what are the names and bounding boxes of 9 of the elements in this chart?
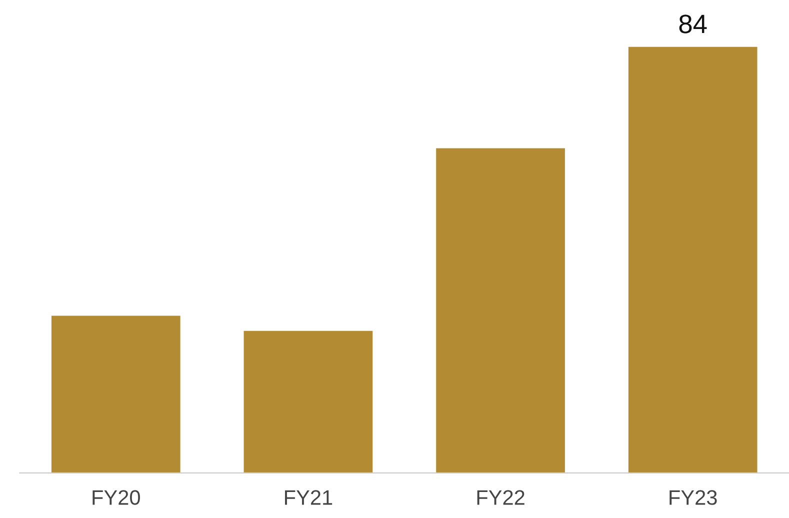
bar <box>244 330 373 473</box>
x-tick-label: FY21 <box>285 490 332 505</box>
bar <box>51 316 180 473</box>
bar <box>436 148 565 473</box>
bar <box>628 46 758 473</box>
x-tick-label: FY20 <box>92 490 140 505</box>
x-tick-label: FY22 <box>477 490 524 505</box>
data-label: 84 <box>679 14 707 34</box>
x-tick-label: FY23 <box>670 490 717 505</box>
